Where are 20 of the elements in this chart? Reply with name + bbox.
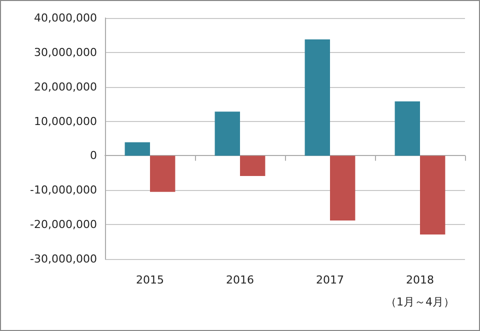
x-tick-label: 2016	[226, 274, 254, 286]
bar	[420, 156, 446, 235]
bar	[394, 101, 420, 156]
x-tick-label: 2017	[316, 274, 344, 286]
bar	[240, 156, 266, 176]
y-tick-label: -20,000,000	[30, 218, 97, 232]
y-tick-label: 10,000,000	[34, 114, 97, 128]
bar	[330, 156, 356, 220]
bar	[124, 142, 150, 156]
bar	[150, 156, 176, 192]
x-tick-label: 2018 （1月～4月）	[386, 274, 454, 308]
y-tick-label: 0	[90, 149, 97, 162]
bar	[304, 39, 330, 156]
y-tick-label: 40,000,000	[34, 12, 97, 24]
bar	[214, 112, 240, 156]
y-tick-label: -10,000,000	[30, 184, 97, 197]
y-tick-label: 20,000,000	[34, 80, 97, 94]
y-tick-label: 30,000,000	[34, 46, 97, 59]
x-tick-label: 2015	[136, 274, 164, 286]
y-tick-label: -30,000,000	[30, 252, 97, 266]
